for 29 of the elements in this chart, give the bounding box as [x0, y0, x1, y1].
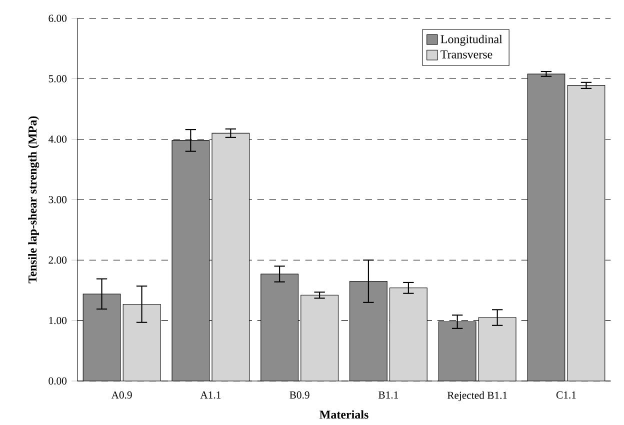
- x-tick-label: B0.9: [290, 391, 310, 399]
- y-tick-label: 1.00: [49, 316, 67, 324]
- y-tick-label: 4.00: [48, 136, 67, 143]
- x-tick-label: Rejected B1.1: [447, 391, 507, 402]
- bar: [300, 295, 338, 381]
- y-axis-title: Tensile lap-shear strength (MPa): [28, 116, 40, 284]
- y-tick-label: 0.00: [48, 377, 67, 385]
- bar: [172, 140, 210, 381]
- bar: [212, 133, 250, 381]
- bar: [260, 274, 298, 381]
- x-tick-label: C1.1: [556, 391, 576, 399]
- bar: [478, 318, 516, 381]
- y-tick-label: 3.00: [48, 196, 67, 204]
- x-axis-title: Materials: [320, 410, 368, 419]
- bar: [83, 294, 120, 381]
- bar: [350, 281, 388, 381]
- y-tick-label: 2.00: [48, 256, 67, 264]
- bar: [527, 74, 566, 381]
- x-tick-label: B1.1: [378, 391, 398, 399]
- legend-label: Longitudinal: [440, 34, 502, 46]
- bar: [567, 85, 606, 381]
- legend-label: Transverse: [440, 50, 492, 58]
- bar: [438, 322, 476, 381]
- y-tick-label: 5.00: [48, 75, 67, 82]
- bar: [123, 304, 160, 381]
- x-tick-label: A1.1: [200, 391, 221, 399]
- x-tick-label: A0.9: [111, 391, 132, 399]
- y-tick-label: 6.00: [48, 14, 67, 22]
- bar: [390, 288, 428, 381]
